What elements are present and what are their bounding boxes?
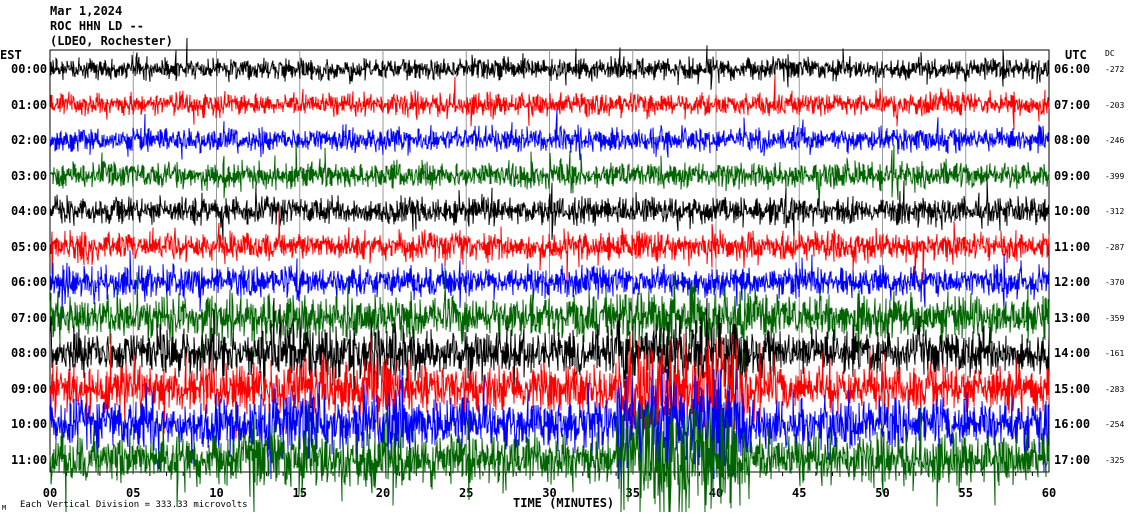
utc-hour-label: 12:00 bbox=[1054, 275, 1091, 289]
seismic-trace-0800 bbox=[49, 297, 1050, 409]
seismic-trace-0000 bbox=[49, 37, 1050, 90]
utc-hour-label: 07:00 bbox=[1054, 97, 1091, 112]
x-tick-label: 25 bbox=[459, 486, 473, 500]
x-tick-label: 30 bbox=[542, 486, 556, 500]
dc-title: DC bbox=[1105, 49, 1115, 58]
est-axis-title: EST bbox=[0, 48, 22, 62]
est-hour-label: 10:00 bbox=[11, 417, 48, 431]
est-hour-label: 02:00 bbox=[11, 133, 48, 147]
x-tick-label: 05 bbox=[126, 486, 140, 500]
est-hour-label: 06:00 bbox=[11, 275, 48, 289]
utc-hour-label: 14:00 bbox=[1054, 346, 1091, 360]
x-tick-label: 45 bbox=[792, 486, 806, 500]
seismic-trace-0700 bbox=[49, 267, 1050, 373]
network-label: (LDEO, Rochester) bbox=[50, 34, 173, 48]
dc-offset-label: -359 bbox=[1105, 313, 1125, 323]
x-tick-label: 35 bbox=[626, 486, 640, 500]
utc-hour-label: 06:00 bbox=[1054, 62, 1091, 76]
dc-offset-label: -370 bbox=[1105, 278, 1125, 287]
dc-offset-label: -399 bbox=[1105, 171, 1125, 181]
x-tick-label: 60 bbox=[1042, 486, 1056, 500]
seismic-trace-0900 bbox=[49, 333, 1050, 444]
utc-hour-label: 13:00 bbox=[1054, 310, 1091, 325]
x-tick-label: 15 bbox=[293, 486, 307, 500]
utc-hour-label: 16:00 bbox=[1054, 417, 1091, 431]
est-hour-label: 07:00 bbox=[11, 310, 48, 325]
seismic-trace-0200 bbox=[49, 108, 1050, 161]
est-hour-label: 05:00 bbox=[11, 239, 48, 254]
dc-offset-label: -246 bbox=[1105, 136, 1125, 145]
est-hour-label: 09:00 bbox=[11, 381, 48, 396]
x-tick-label: 20 bbox=[376, 486, 390, 500]
utc-hour-label: 08:00 bbox=[1054, 133, 1091, 147]
utc-hour-label: 10:00 bbox=[1054, 204, 1091, 218]
dc-offset-label: -283 bbox=[1105, 384, 1125, 394]
x-axis-title: TIME (MINUTES) bbox=[513, 496, 615, 510]
est-hour-label: 04:00 bbox=[11, 204, 48, 218]
station-label: ROC HHN LD -- bbox=[50, 19, 144, 33]
utc-axis-title: UTC bbox=[1065, 48, 1087, 62]
seismic-trace-1000 bbox=[49, 368, 1050, 480]
seismic-trace-0500 bbox=[49, 210, 1050, 286]
date-label: Mar 1,2024 bbox=[50, 4, 123, 18]
est-hour-label: 03:00 bbox=[11, 168, 48, 183]
utc-hour-label: 11:00 bbox=[1054, 239, 1091, 254]
x-tick-label: 55 bbox=[959, 486, 973, 500]
footer-mark: M bbox=[2, 504, 7, 512]
seismic-trace-1100 bbox=[49, 404, 1050, 513]
est-hour-label: 11:00 bbox=[11, 452, 48, 467]
dc-offset-label: -287 bbox=[1105, 242, 1125, 252]
utc-hour-label: 17:00 bbox=[1054, 452, 1091, 467]
scale-text: Each Vertical Division = 333.33 microvol… bbox=[20, 500, 248, 510]
x-tick-label: 00 bbox=[43, 486, 57, 500]
dc-offset-label: -254 bbox=[1105, 420, 1125, 429]
dc-offset-label: -325 bbox=[1105, 455, 1125, 465]
seismic-trace-0100 bbox=[49, 74, 1050, 130]
seismic-trace-0300 bbox=[49, 141, 1050, 216]
dc-offset-label: -272 bbox=[1105, 65, 1125, 74]
dc-offset-label: -161 bbox=[1105, 349, 1125, 358]
dc-offset-label: -203 bbox=[1105, 100, 1125, 110]
est-hour-label: 08:00 bbox=[11, 346, 48, 360]
x-tick-label: 10 bbox=[209, 486, 223, 500]
utc-hour-label: 09:00 bbox=[1054, 168, 1091, 183]
seismic-trace-0400 bbox=[49, 177, 1050, 241]
est-hour-label: 01:00 bbox=[11, 97, 48, 112]
utc-hour-label: 15:00 bbox=[1054, 381, 1091, 396]
est-hour-label: 00:00 bbox=[11, 62, 48, 76]
x-tick-label: 50 bbox=[875, 486, 889, 500]
dc-offset-label: -312 bbox=[1105, 207, 1125, 216]
seismic-trace-0600 bbox=[49, 250, 1050, 320]
